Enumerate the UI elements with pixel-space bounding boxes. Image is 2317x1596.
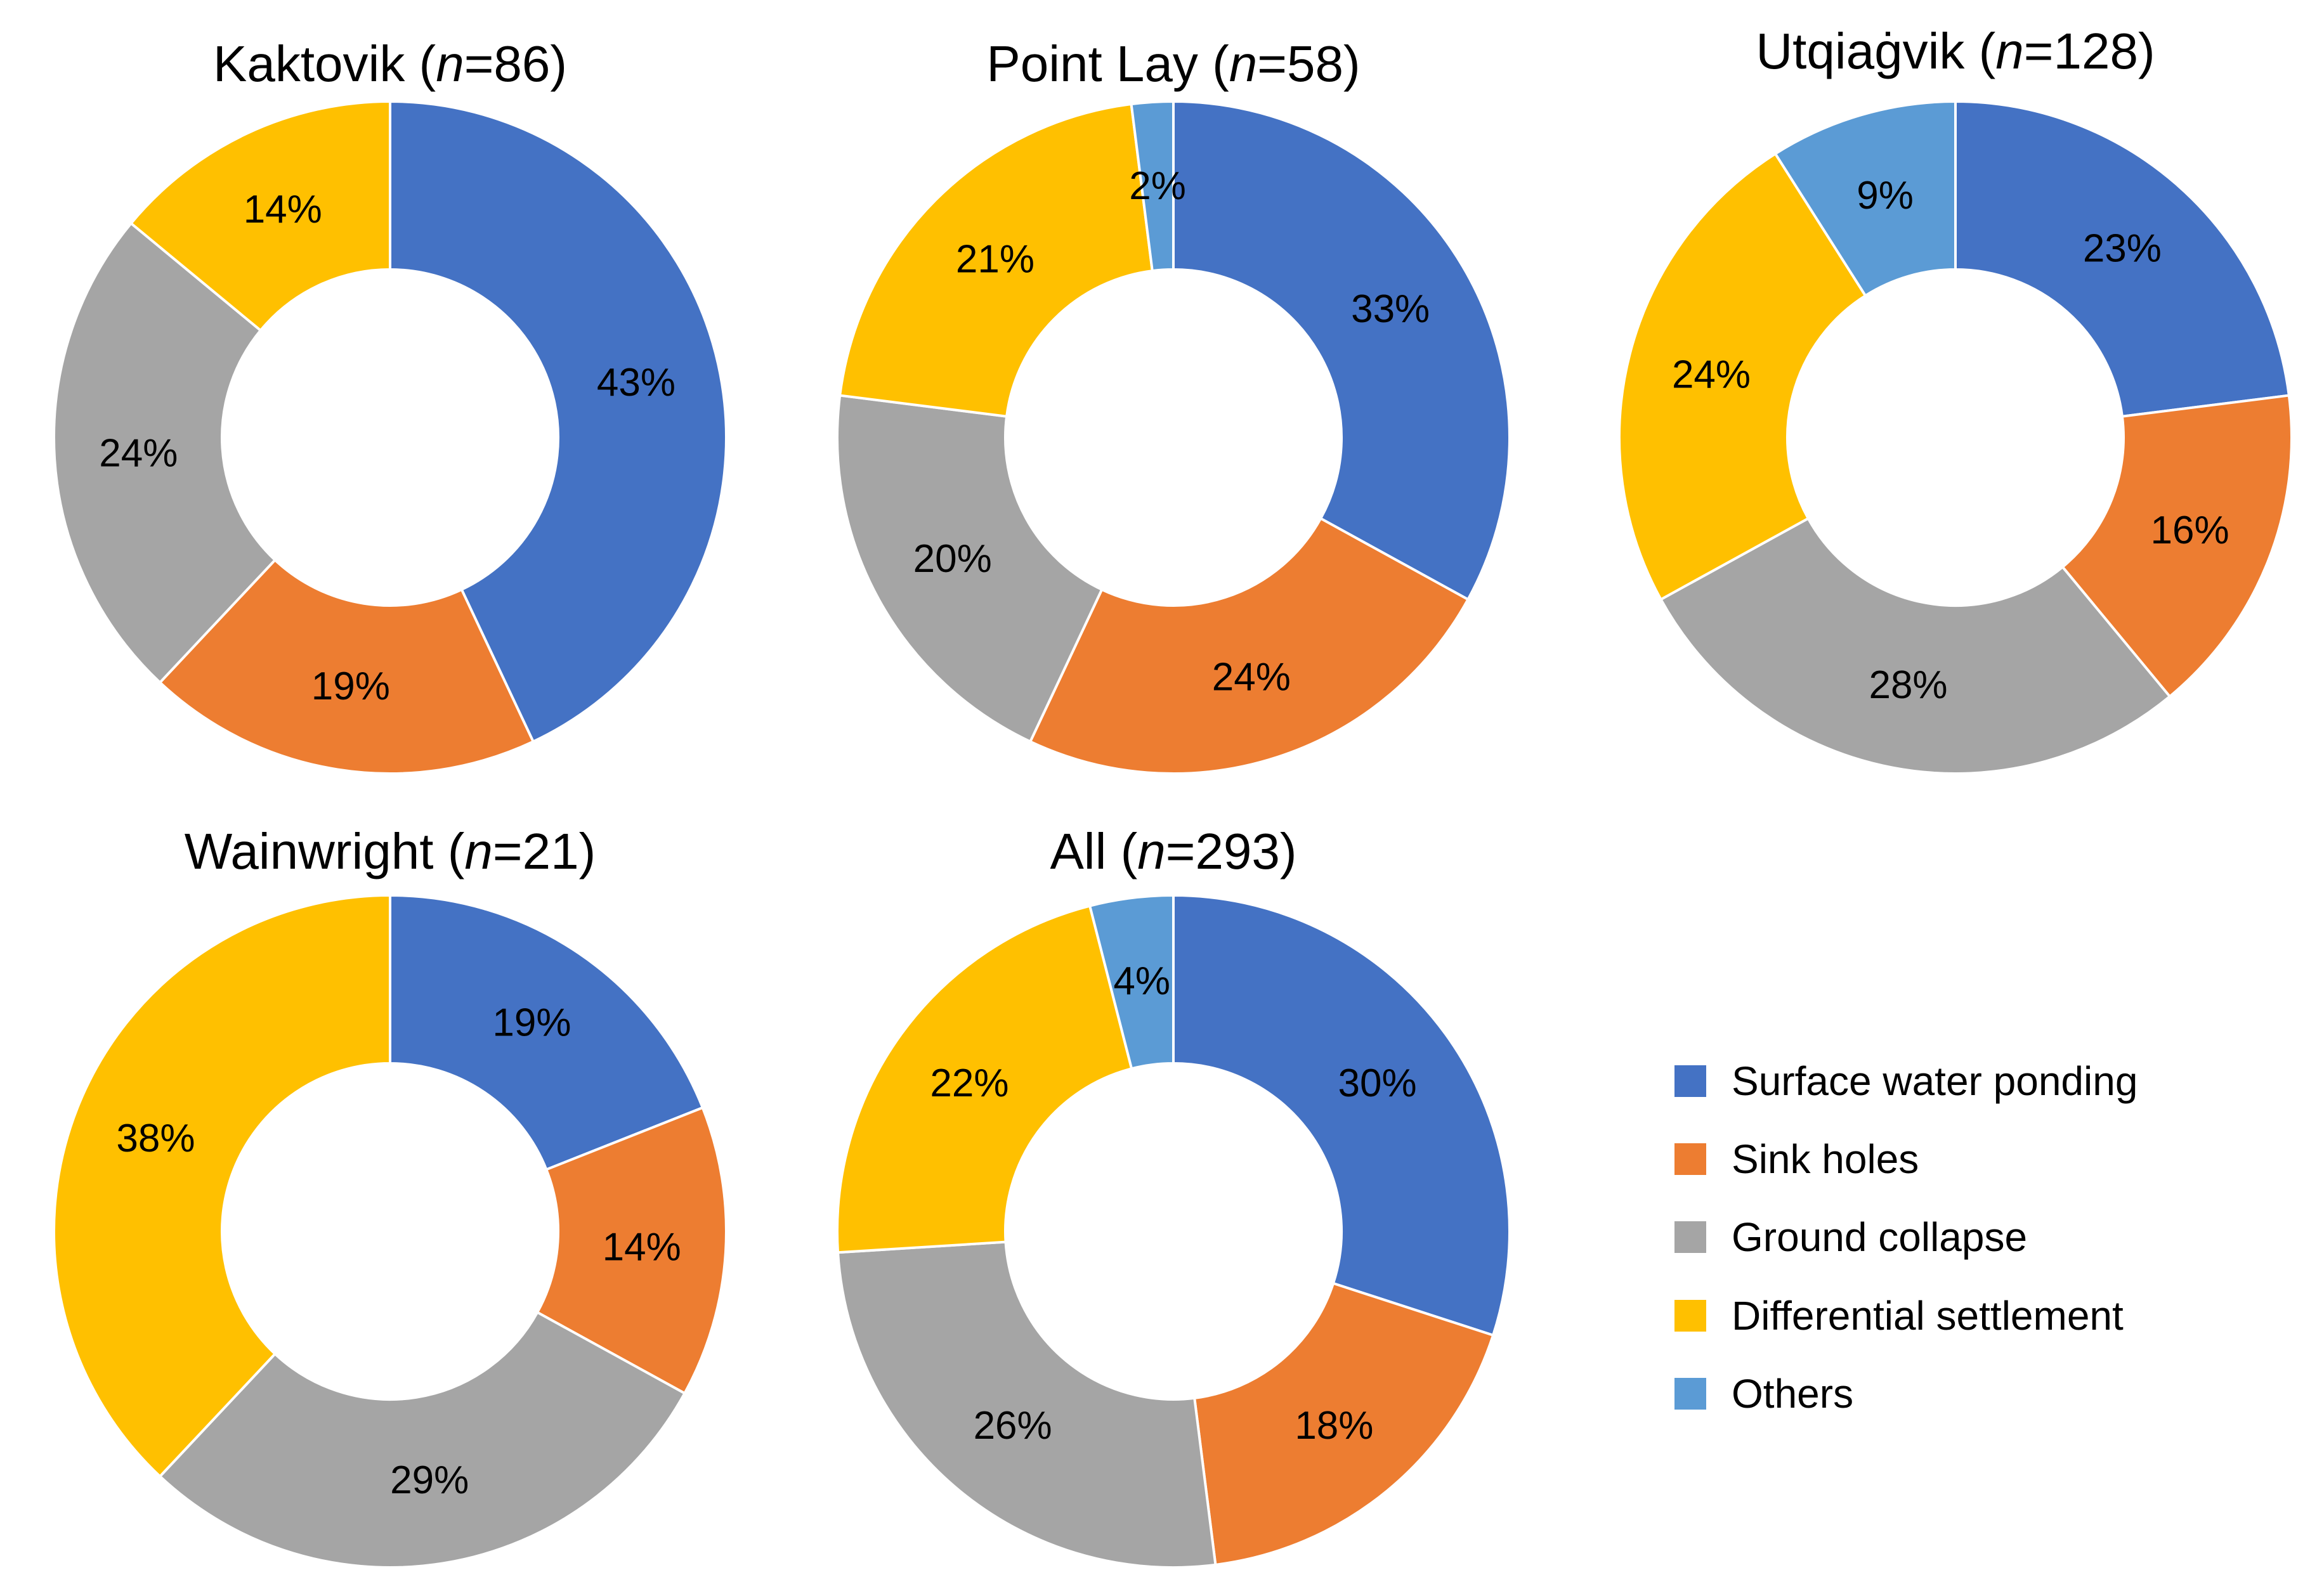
slice-label-point-lay-others: 2% xyxy=(1129,164,1186,208)
chart-title-name: Kaktovik xyxy=(213,36,419,92)
slice-wainwright-surface-water-ponding xyxy=(389,893,705,1172)
chart-title-point-lay: Point Lay (n=58) xyxy=(986,36,1360,92)
donut-chart-all: All (n=293) 30% 18% 26% 22% 4% xyxy=(836,823,1511,1569)
chart-title-wainwright: Wainwright (n=21) xyxy=(185,823,596,879)
legend-label-differential-settlement: Differential settlement xyxy=(1732,1293,2124,1339)
slice-utqiagvik-ground-collapse xyxy=(1659,516,2172,775)
slice-all-surface-water-ponding xyxy=(1172,893,1511,1337)
chart-title-n-prefix: ( xyxy=(1212,36,1229,92)
chart-title-n-prefix: ( xyxy=(419,36,436,92)
legend-label-sink-holes: Sink holes xyxy=(1732,1136,1919,1182)
chart-title-n-value: =21) xyxy=(493,823,596,879)
slice-kaktovik-differential-settlement xyxy=(129,100,391,332)
slice-kaktovik-surface-water-ponding xyxy=(389,100,728,744)
slice-label-utqiagvik-surface-water-ponding: 23% xyxy=(2083,226,2162,270)
slice-point-lay-others xyxy=(1130,100,1175,273)
slice-all-ground-collapse xyxy=(836,1240,1217,1569)
chart-title-n-value: =293) xyxy=(1166,823,1297,879)
donut-chart-kaktovik: Kaktovik (n=86) 43% 19% 24% 14% xyxy=(53,36,728,775)
chart-title-kaktovik: Kaktovik (n=86) xyxy=(213,36,567,92)
slice-wainwright-ground-collapse xyxy=(158,1310,687,1569)
donut-chart-point-lay: Point Lay (n=58) 33% 24% 20% 21% 2% xyxy=(836,36,1511,775)
slice-kaktovik-sink-holes xyxy=(158,558,535,775)
slice-label-wainwright-sink-holes: 14% xyxy=(603,1225,681,1269)
legend-swatch-ground-collapse xyxy=(1674,1221,1706,1253)
slice-label-wainwright-surface-water-ponding: 19% xyxy=(492,1001,571,1045)
chart-title-all: All (n=293) xyxy=(1050,823,1296,879)
legend-label-others: Others xyxy=(1732,1371,1853,1417)
chart-title-n-symbol: n xyxy=(1995,23,2024,79)
chart-title-n-symbol: n xyxy=(1229,36,1258,92)
chart-title-n-prefix: ( xyxy=(448,823,465,879)
slice-label-all-others: 4% xyxy=(1113,959,1170,1003)
slice-label-point-lay-sink-holes: 24% xyxy=(1212,656,1291,699)
legend-swatch-differential-settlement xyxy=(1674,1300,1706,1332)
chart-title-n-symbol: n xyxy=(436,36,464,92)
slice-utqiagvik-surface-water-ponding xyxy=(1954,100,2291,418)
slice-point-lay-differential-settlement xyxy=(838,102,1154,418)
slice-label-wainwright-differential-settlement: 38% xyxy=(116,1117,195,1160)
slice-utqiagvik-sink-holes xyxy=(2061,394,2293,699)
slice-label-all-sink-holes: 18% xyxy=(1295,1404,1373,1448)
slice-wainwright-differential-settlement xyxy=(53,893,391,1479)
legend-item-sink-holes: Sink holes xyxy=(1674,1136,1919,1182)
slice-label-kaktovik-surface-water-ponding: 43% xyxy=(597,361,676,405)
charts-layer: Kaktovik (n=86)43%19%24%14%Point Lay (n=… xyxy=(53,23,2293,1569)
chart-title-name: Wainwright xyxy=(185,823,448,879)
slice-point-lay-ground-collapse xyxy=(836,394,1104,744)
slice-label-wainwright-ground-collapse: 29% xyxy=(390,1458,469,1502)
chart-title-name: Point Lay xyxy=(986,36,1212,92)
chart-title-utqiagvik: Utqiaġvik (n=128) xyxy=(1756,23,2155,79)
legend-swatch-sink-holes xyxy=(1674,1143,1706,1175)
legend-item-differential-settlement: Differential settlement xyxy=(1674,1293,2124,1339)
slice-all-differential-settlement xyxy=(836,904,1133,1254)
slice-all-sink-holes xyxy=(1192,1281,1495,1567)
donut-chart-wainwright: Wainwright (n=21) 19% 14% 29% 38% xyxy=(53,823,728,1569)
chart-title-n-value: =58) xyxy=(1257,36,1360,92)
donut-chart-utqiagvik: Utqiaġvik (n=128) 23% 16% 28% 24% 9% xyxy=(1618,23,2293,775)
slice-all-others xyxy=(1088,893,1175,1070)
slice-label-all-surface-water-ponding: 30% xyxy=(1338,1061,1417,1105)
legend-swatch-others xyxy=(1674,1378,1706,1410)
legend-item-ground-collapse: Ground collapse xyxy=(1674,1214,2027,1260)
slice-label-point-lay-surface-water-ponding: 33% xyxy=(1351,287,1430,331)
slice-label-kaktovik-sink-holes: 19% xyxy=(311,665,390,708)
slice-point-lay-sink-holes xyxy=(1028,516,1470,775)
chart-title-name: Utqiaġvik xyxy=(1756,23,1978,79)
chart-title-n-symbol: n xyxy=(1137,823,1166,879)
slice-label-point-lay-ground-collapse: 20% xyxy=(913,537,992,581)
slice-utqiagvik-differential-settlement xyxy=(1618,152,1867,602)
slice-label-kaktovik-ground-collapse: 24% xyxy=(99,431,178,475)
slice-label-utqiagvik-differential-settlement: 24% xyxy=(1672,353,1751,397)
slice-label-point-lay-differential-settlement: 21% xyxy=(956,237,1034,281)
legend-swatch-surface-water-ponding xyxy=(1674,1065,1706,1097)
chart-title-n-value: =86) xyxy=(464,36,567,92)
chart-title-n-value: =128) xyxy=(2024,23,2155,79)
legend: Surface water ponding Sink holes Ground … xyxy=(1674,1058,2138,1417)
legend-item-others: Others xyxy=(1674,1371,1853,1417)
slice-point-lay-surface-water-ponding xyxy=(1172,100,1511,602)
slice-label-utqiagvik-others: 9% xyxy=(1857,174,1914,217)
chart-title-n-prefix: ( xyxy=(1979,23,1996,79)
slice-wainwright-sink-holes xyxy=(535,1106,728,1396)
chart-title-name: All xyxy=(1050,823,1120,879)
chart-title-n-prefix: ( xyxy=(1121,823,1138,879)
slice-label-utqiagvik-sink-holes: 16% xyxy=(2151,509,2229,552)
legend-label-surface-water-ponding: Surface water ponding xyxy=(1732,1058,2138,1104)
slice-label-kaktovik-differential-settlement: 14% xyxy=(244,188,322,231)
slice-kaktovik-ground-collapse xyxy=(53,221,277,685)
legend-label-ground-collapse: Ground collapse xyxy=(1732,1214,2027,1260)
slice-label-utqiagvik-ground-collapse: 28% xyxy=(1869,663,1947,707)
slice-label-all-ground-collapse: 26% xyxy=(974,1404,1052,1448)
slice-utqiagvik-others xyxy=(1773,100,1957,298)
legend-item-surface-water-ponding: Surface water ponding xyxy=(1674,1058,2138,1104)
chart-title-n-symbol: n xyxy=(464,823,493,879)
slice-label-all-differential-settlement: 22% xyxy=(930,1061,1008,1105)
